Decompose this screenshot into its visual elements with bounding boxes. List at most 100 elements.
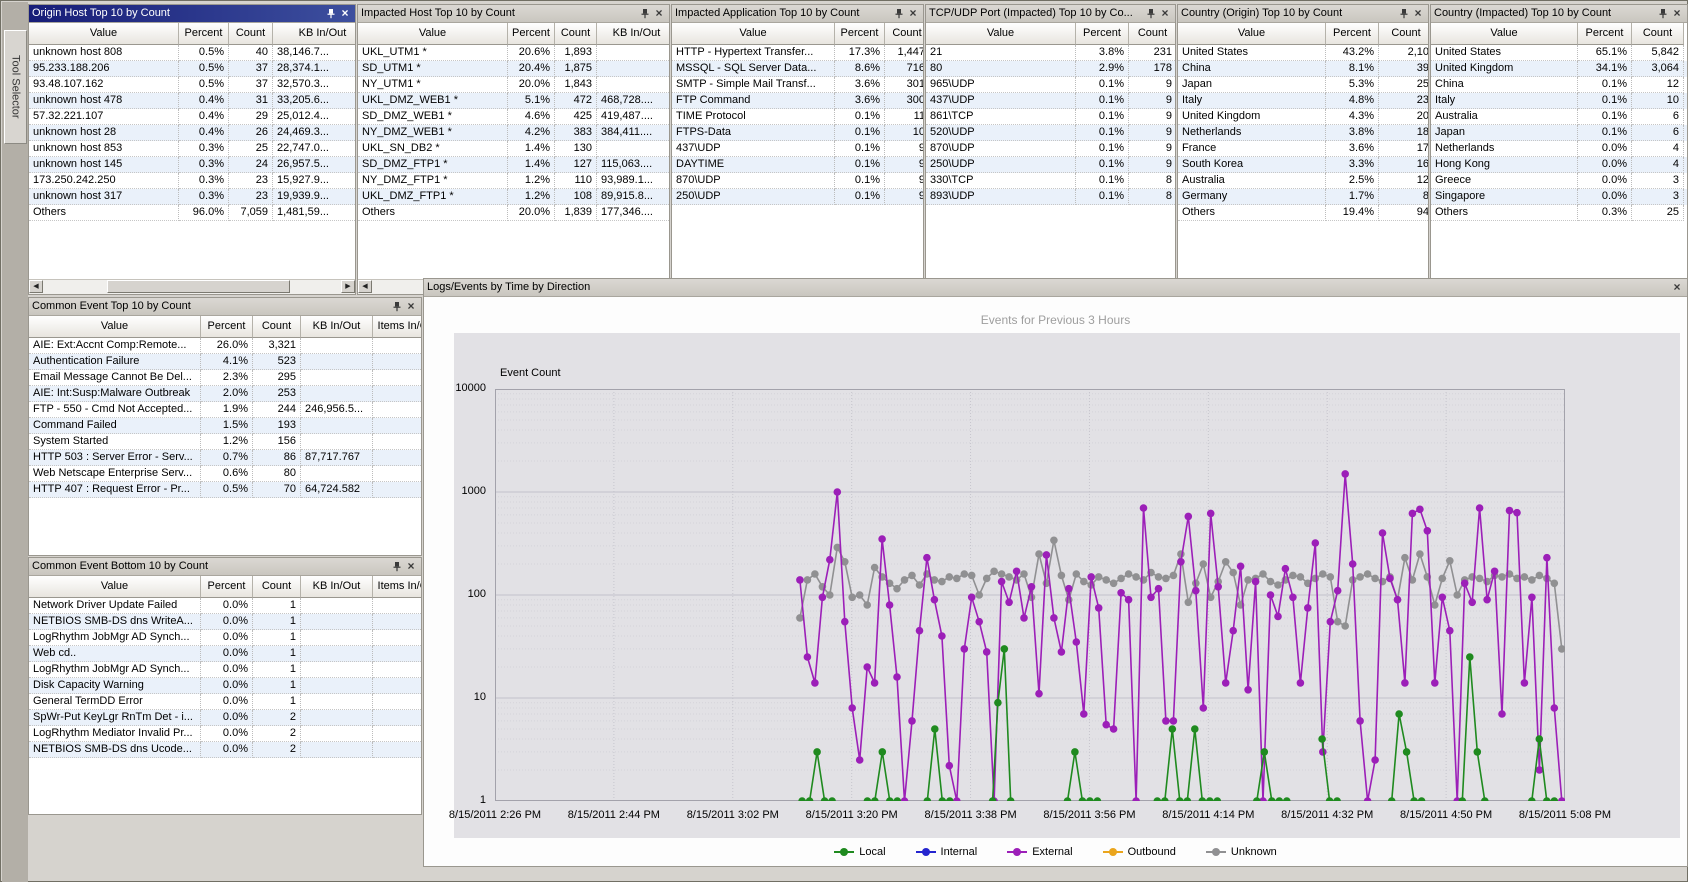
table-row[interactable]: HTTP 407 : Request Error - Pr...0.5%7064… [29,482,421,498]
table-row[interactable]: South Korea3.3%16 [1178,157,1428,173]
close-icon[interactable]: × [404,300,418,314]
close-icon[interactable]: × [338,7,352,21]
close-icon[interactable]: × [1411,7,1425,21]
column-header-kb-in-out[interactable]: KB In/Out [273,23,355,45]
table-row[interactable]: 173.250.242.2500.3%2315,927.9... [29,173,355,189]
table-row[interactable]: Web Netscape Enterprise Serv...0.6%80 [29,466,421,482]
column-header-value[interactable]: Value [29,316,201,338]
column-header-count[interactable]: Count [253,576,301,598]
column-header-items-in-out[interactable]: Items In/Out [373,316,421,338]
table-row[interactable]: 250\UDP0.1%9 [672,189,923,205]
pin-icon[interactable] [390,300,404,314]
column-header-value[interactable]: Value [29,576,201,598]
scroll-left-button[interactable]: ◀ [29,280,43,293]
panel-titlebar[interactable]: Country (Origin) Top 10 by Count× [1178,5,1428,23]
panel-titlebar[interactable]: Country (Impacted) Top 10 by Count× [1431,5,1687,23]
panel-titlebar[interactable]: Impacted Application Top 10 by Count× [672,5,923,23]
table-row[interactable]: MSSQL - SQL Server Data...8.6%716 [672,61,923,77]
table-row[interactable]: HTTP 503 : Server Error - Serv...0.7%868… [29,450,421,466]
close-icon[interactable]: × [906,7,920,21]
table-row[interactable]: FTPS-Data0.1%10 [672,125,923,141]
column-header-percent[interactable]: Percent [1076,23,1129,45]
table-row[interactable]: United States65.1%5,842 [1431,45,1687,61]
column-header-count[interactable]: Count [253,316,301,338]
column-header-count[interactable]: Count [1632,23,1684,45]
tool-selector-tab[interactable]: Tool Selector [4,30,27,144]
table-row[interactable]: SpWr-Put KeyLgr RnTm Det - i...0.0%2 [29,710,421,726]
table-row[interactable]: Germany1.7%8 [1178,189,1428,205]
close-icon[interactable]: × [1670,7,1684,21]
table-row[interactable]: Web cd..0.0%1 [29,646,421,662]
table-row[interactable]: UKL_DMZ_FTP1 *1.2%10889,915.8... [358,189,669,205]
table-row[interactable]: France3.6%17 [1178,141,1428,157]
table-row[interactable]: NY_DMZ_FTP1 *1.2%11093,989.1... [358,173,669,189]
table-row[interactable]: Netherlands0.0%4 [1431,141,1687,157]
table-row[interactable]: Authentication Failure4.1%523 [29,354,421,370]
panel-titlebar[interactable]: Common Event Top 10 by Count× [29,298,421,316]
table-row[interactable]: DAYTIME0.1%9 [672,157,923,173]
pin-icon[interactable] [1144,7,1158,21]
table-row[interactable]: United States43.2%2,10 [1178,45,1428,61]
table-row[interactable]: NETBIOS SMB-DS dns Ucode...0.0%2 [29,742,421,758]
table-row[interactable]: Italy0.1%10 [1431,93,1687,109]
table-row[interactable]: unknown host 8080.5%4038,146.7... [29,45,355,61]
table-row[interactable]: LogRhythm JobMgr AD Synch...0.0%1 [29,630,421,646]
pin-icon[interactable] [324,7,338,21]
panel-titlebar[interactable]: Origin Host Top 10 by Count× [29,5,355,23]
table-row[interactable]: Disk Capacity Warning0.0%1 [29,678,421,694]
table-row[interactable]: General TermDD Error0.0%1 [29,694,421,710]
table-row[interactable]: Australia0.1%6 [1431,109,1687,125]
table-row[interactable]: 870\UDP0.1%9 [926,141,1175,157]
table-row[interactable]: UKL_SN_DB2 *1.4%130 [358,141,669,157]
table-row[interactable]: Greece0.0%3 [1431,173,1687,189]
table-row[interactable]: unknown host 8530.3%2522,747.0... [29,141,355,157]
table-row[interactable]: UKL_UTM1 *20.6%1,893 [358,45,669,61]
pin-icon[interactable] [390,560,404,574]
table-row[interactable]: Italy4.8%23 [1178,93,1428,109]
pin-icon[interactable] [1656,281,1670,295]
column-header-count[interactable]: Count [1129,23,1175,45]
table-row[interactable]: 330\TCP0.1%8 [926,173,1175,189]
table-row[interactable]: UKL_DMZ_WEB1 *5.1%472468,728.... [358,93,669,109]
table-row[interactable]: China0.1%12 [1431,77,1687,93]
table-row[interactable]: United Kingdom4.3%20 [1178,109,1428,125]
pin-icon[interactable] [1397,7,1411,21]
table-row[interactable]: SD_UTM1 *20.4%1,875 [358,61,669,77]
table-row[interactable]: SMTP - Simple Mail Transf...3.6%301 [672,77,923,93]
table-row[interactable]: SD_DMZ_FTP1 *1.4%127115,063.... [358,157,669,173]
table-row[interactable]: 861\TCP0.1%9 [926,109,1175,125]
table-row[interactable]: TIME Protocol0.1%11 [672,109,923,125]
table-row[interactable]: Japan5.3%25 [1178,77,1428,93]
column-header-value[interactable]: Value [926,23,1076,45]
table-row[interactable]: China8.1%39 [1178,61,1428,77]
column-header-value[interactable]: Value [672,23,835,45]
column-header-kb-in-out[interactable]: KB In/Out [301,576,373,598]
column-header-value[interactable]: Value [1178,23,1326,45]
table-row[interactable]: AIE: Ext:Accnt Comp:Remote...26.0%3,321 [29,338,421,354]
table-row[interactable]: System Started1.2%156 [29,434,421,450]
table-row[interactable]: Others0.3%25 [1431,205,1687,221]
table-row[interactable]: 250\UDP0.1%9 [926,157,1175,173]
table-row[interactable]: SD_DMZ_WEB1 *4.6%425419,487.... [358,109,669,125]
pin-icon[interactable] [638,7,652,21]
table-row[interactable]: FTP Command3.6%300 [672,93,923,109]
table-row[interactable]: Australia2.5%12 [1178,173,1428,189]
close-icon[interactable]: × [1158,7,1172,21]
column-header-value[interactable]: Value [1431,23,1578,45]
table-row[interactable]: LogRhythm JobMgr AD Synch...0.0%1 [29,662,421,678]
table-row[interactable]: Network Driver Update Failed0.0%1 [29,598,421,614]
table-row[interactable]: 870\UDP0.1%9 [672,173,923,189]
column-header-count[interactable]: Count [555,23,597,45]
table-row[interactable]: 802.9%178 [926,61,1175,77]
table-row[interactable]: 213.8%231 [926,45,1175,61]
scroll-left-button[interactable]: ◀ [358,280,372,293]
column-header-percent[interactable]: Percent [508,23,555,45]
table-row[interactable]: unknown host 3170.3%2319,939.9... [29,189,355,205]
table-row[interactable]: 93.48.107.1620.5%3732,570.3... [29,77,355,93]
panel-titlebar[interactable]: Logs/Events by Time by Direction × [424,279,1687,297]
table-row[interactable]: Singapore0.0%3 [1431,189,1687,205]
column-header-kb-in-out[interactable]: KB In/Out [597,23,669,45]
table-row[interactable]: FTP - 550 - Cmd Not Accepted...1.9%24424… [29,402,421,418]
table-row[interactable]: NETBIOS SMB-DS dns WriteA...0.0%1 [29,614,421,630]
table-row[interactable]: Others20.0%1,839177,346.... [358,205,669,221]
